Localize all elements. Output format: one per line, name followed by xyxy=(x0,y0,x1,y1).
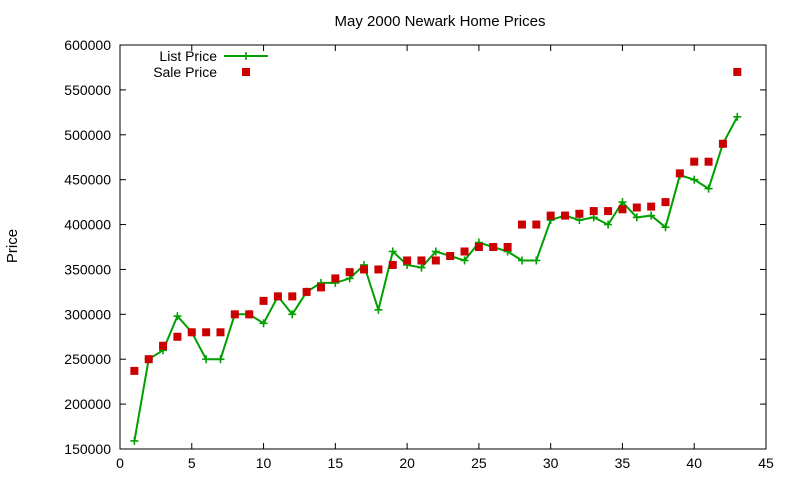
x-tick-label: 20 xyxy=(399,455,415,471)
data-point xyxy=(431,247,440,256)
series-0 xyxy=(130,112,742,445)
y-tick-label: 400000 xyxy=(64,217,111,233)
data-point xyxy=(661,198,670,207)
legend-marker xyxy=(242,52,250,60)
data-point xyxy=(144,355,153,364)
data-point xyxy=(647,211,656,220)
y-tick-label: 450000 xyxy=(64,172,111,188)
data-point xyxy=(388,260,397,269)
data-point xyxy=(431,256,440,265)
x-tick-label: 30 xyxy=(543,455,559,471)
y-axis-label: Price xyxy=(4,229,21,263)
data-point xyxy=(618,205,627,214)
x-tick-label: 40 xyxy=(686,455,702,471)
x-tick-label: 25 xyxy=(471,455,487,471)
data-point xyxy=(532,256,541,265)
data-point xyxy=(331,274,340,283)
data-point xyxy=(632,203,641,212)
data-point xyxy=(690,175,699,184)
data-point xyxy=(460,247,469,256)
series-layer xyxy=(130,67,742,445)
y-tick-label: 350000 xyxy=(64,261,111,277)
data-point xyxy=(575,209,584,218)
data-point xyxy=(230,310,239,319)
data-point xyxy=(417,263,426,272)
data-point xyxy=(259,296,268,305)
data-point xyxy=(374,305,383,314)
plot-frame xyxy=(119,44,767,450)
x-tick-label: 5 xyxy=(188,455,196,471)
data-point xyxy=(417,256,426,265)
data-point xyxy=(159,341,168,350)
y-tick-label: 300000 xyxy=(64,306,111,322)
legend-label: List Price xyxy=(159,48,217,64)
series-line xyxy=(133,116,739,442)
data-point xyxy=(503,243,512,251)
data-point xyxy=(316,283,325,292)
chart-title: May 2000 Newark Home Prices xyxy=(335,13,546,30)
data-point xyxy=(216,328,225,337)
data-point xyxy=(245,310,254,319)
data-point xyxy=(675,169,684,178)
data-point xyxy=(618,198,627,207)
legend-label: Sale Price xyxy=(153,64,217,80)
y-tick-label: 150000 xyxy=(64,441,111,457)
data-point xyxy=(187,328,196,337)
data-point xyxy=(690,157,699,166)
data-point xyxy=(517,220,526,229)
data-point xyxy=(403,256,412,265)
data-point xyxy=(460,256,469,265)
data-point xyxy=(202,355,211,364)
data-point xyxy=(718,139,727,148)
data-point xyxy=(474,243,483,251)
x-tick-label: 10 xyxy=(256,455,272,471)
data-point xyxy=(288,292,297,301)
data-point xyxy=(202,328,211,337)
data-point xyxy=(173,332,182,341)
data-point xyxy=(546,211,555,220)
data-point xyxy=(733,67,742,76)
data-point xyxy=(446,251,455,260)
data-point xyxy=(604,220,613,229)
x-tick-label: 15 xyxy=(328,455,344,471)
data-point xyxy=(561,211,570,220)
data-point xyxy=(130,366,139,375)
data-point xyxy=(733,112,742,121)
x-tick-label: 45 xyxy=(758,455,774,471)
y-tick-label: 550000 xyxy=(64,82,111,98)
data-point xyxy=(704,157,713,166)
data-point xyxy=(589,207,598,216)
data-point xyxy=(273,292,282,301)
data-point xyxy=(388,247,397,256)
data-point xyxy=(661,223,670,232)
data-point xyxy=(647,202,656,211)
x-tick-label: 0 xyxy=(116,455,124,471)
data-point xyxy=(632,213,641,222)
axis-ticks: 0 5 10 15 20 25 30 35 40 45 150000 200000 250000 3000… xyxy=(64,37,774,471)
data-point xyxy=(173,312,182,321)
data-point xyxy=(345,268,354,277)
data-point xyxy=(374,265,383,274)
data-point xyxy=(604,207,613,216)
data-point xyxy=(302,287,311,296)
data-point xyxy=(704,184,713,193)
data-point xyxy=(360,265,369,274)
x-tick-label: 35 xyxy=(615,455,631,471)
data-point xyxy=(517,256,526,265)
y-tick-label: 600000 xyxy=(64,37,111,53)
data-point xyxy=(489,243,498,251)
data-point xyxy=(130,436,139,445)
series-1 xyxy=(130,67,742,375)
y-tick-label: 500000 xyxy=(64,127,111,143)
data-point xyxy=(259,319,268,328)
data-point xyxy=(216,355,225,364)
data-point xyxy=(532,220,541,229)
y-tick-label: 200000 xyxy=(64,396,111,412)
legend-marker xyxy=(242,68,250,76)
data-point xyxy=(288,310,297,319)
y-tick-label: 250000 xyxy=(64,351,111,367)
